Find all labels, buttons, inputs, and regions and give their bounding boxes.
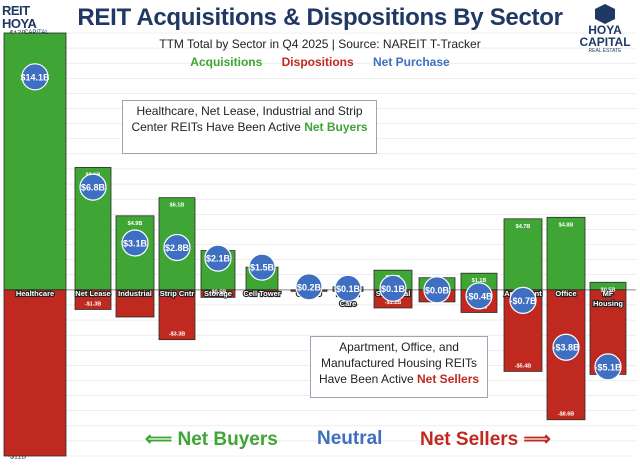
logo-hoya-capital: HOYA CAPITAL REAL ESTATE <box>574 4 636 56</box>
net-purchase-marker <box>248 253 276 281</box>
net-purchase-data-label: $2.8B <box>165 243 190 253</box>
dispositions-bar <box>200 289 236 298</box>
net-purchase-data-label: $0.0B <box>425 285 450 295</box>
category-label: Strip Cntr <box>160 289 195 298</box>
net-purchase-marker <box>509 286 537 314</box>
dispositions-bar <box>74 289 112 310</box>
net-purchase-data-label: $6.8B <box>81 183 106 193</box>
net-purchase-marker <box>295 273 323 301</box>
net-purchase-marker <box>79 173 107 201</box>
category-label-line: MF <box>603 289 614 298</box>
acquisitions-data-label: $4.8B <box>559 222 574 228</box>
acquisitions-data-label: $4.9B <box>128 221 143 227</box>
logo-right-line3: REAL ESTATE <box>588 48 622 54</box>
logo-left-line3: CAPITAL <box>24 30 49 36</box>
dispositions-data-label: -$5.4B <box>515 363 532 369</box>
net-purchase-marker <box>379 274 407 302</box>
legend-net-purchase: Net Purchase <box>373 55 450 69</box>
dispositions-bar <box>245 289 279 292</box>
net-purchase-marker <box>552 333 580 361</box>
dispositions-bar <box>115 289 155 318</box>
acquisitions-bar <box>546 216 586 291</box>
net-purchase-data-label: $2.1B <box>206 254 231 264</box>
logo-reit-hoya: REIT HOYA CAPITAL <box>2 4 60 40</box>
callout-sellers-line1: Apartment, Office, and <box>339 340 459 354</box>
dispositions-data-label: -$3.3B <box>169 332 186 338</box>
callout-sellers-emph: Net Sellers <box>417 372 480 386</box>
net-purchase-data-label: $0.1B <box>381 284 406 294</box>
legend-acquisitions: Acquisitions <box>190 55 263 69</box>
callout-sellers-line3: Have Been Active Net Sellers <box>311 371 487 387</box>
net-sellers-callout: Apartment, Office, and Manufactured Hous… <box>310 336 488 398</box>
net-purchase-marker <box>163 233 191 262</box>
dispositions-data-label: -$8.6B <box>558 412 575 418</box>
net-purchase-marker <box>423 276 451 304</box>
category-label-line: Care <box>340 299 357 308</box>
category-label: Healthcare <box>16 289 54 298</box>
category-label: Industrial <box>118 289 152 298</box>
dispositions-data-label: -$0.5B <box>210 289 227 295</box>
footer-neutral: Neutral <box>317 428 383 449</box>
callout-buyers-line1: Healthcare, Net Lease, Industrial and St… <box>136 104 363 118</box>
category-label: Cell Tower <box>243 289 280 298</box>
dispositions-bar <box>3 289 67 457</box>
acquisitions-data-label: $4.7B <box>516 224 531 230</box>
dispositions-data-label: -$1.3B <box>85 301 102 307</box>
category-label: MF Housing <box>593 289 623 308</box>
net-purchase-data-label: $1.5B <box>250 263 275 273</box>
net-purchase-marker <box>204 244 232 272</box>
net-purchase-marker <box>334 274 362 302</box>
category-label: Storage <box>204 289 232 298</box>
y-tick-label: -$11B <box>8 454 26 461</box>
net-purchase-data-label: $3.1B <box>123 238 148 248</box>
net-purchase-markers: $14.1B $6.8B $3.1B $2.8B $2.1B $1.5B $0.2B $0.1… <box>20 63 622 381</box>
legend: Acquisitions Dispositions Net Purchase <box>62 55 578 69</box>
dispositions-bar <box>158 289 196 341</box>
logo-left-line2: HOYA <box>2 16 37 31</box>
acquisitions-bar <box>503 218 543 291</box>
hexagon-icon <box>595 4 615 24</box>
net-purchase-marker <box>121 229 149 257</box>
net-purchase-data-label: -$5.1B <box>594 362 622 372</box>
category-label-line: Housing <box>593 299 623 308</box>
chart-title: REIT Acquisitions & Dispositions By Sect… <box>77 4 563 31</box>
net-purchase-marker <box>21 63 49 91</box>
footer-net-buyers: ⟸ Net Buyers <box>145 429 278 450</box>
net-purchase-data-label: $0.1B <box>336 284 361 294</box>
net-purchase-data-label: -$0.4B <box>465 291 493 301</box>
callout-buyers-emph: Net Buyers <box>304 120 368 134</box>
footer-net-sellers: Net Sellers ⟹ <box>420 429 551 450</box>
callout-buyers-text: Center REITs Have Been Active <box>131 120 301 134</box>
callout-sellers-line2: Manufactured Housing REITs <box>320 356 478 370</box>
net-purchase-data-label: -$3.8B <box>552 343 580 353</box>
net-purchase-data-label: $14.1B <box>20 72 50 82</box>
legend-dispositions: Dispositions <box>281 55 354 69</box>
logo-left-line1: REIT <box>2 3 30 18</box>
net-buyers-callout: Healthcare, Net Lease, Industrial and St… <box>122 100 377 154</box>
acquisitions-data-label: $1.1B <box>472 278 487 284</box>
net-purchase-data-label: -$0.7B <box>509 296 537 306</box>
acquisitions-data-label: $0.5B <box>601 287 616 293</box>
category-label: Office <box>555 289 576 298</box>
callout-buyers-line2: Center REITs Have Been Active Net Buyers <box>123 119 376 135</box>
acquisitions-data-label: $6.1B <box>170 203 185 209</box>
logo-right-line1: HOYA <box>588 23 622 37</box>
net-purchase-marker <box>594 353 622 381</box>
dispositions-data-label: -$1.2B <box>385 300 402 306</box>
net-purchase-marker <box>465 282 493 310</box>
callout-sellers-text: Have Been Active <box>318 372 414 386</box>
net-purchase-data-label: $0.2B <box>297 282 322 292</box>
chart-subtitle: TTM Total by Sector in Q4 2025 | Source:… <box>159 37 481 51</box>
logo-right-line2: CAPITAL <box>579 35 631 49</box>
category-label: Net Lease <box>75 289 110 298</box>
